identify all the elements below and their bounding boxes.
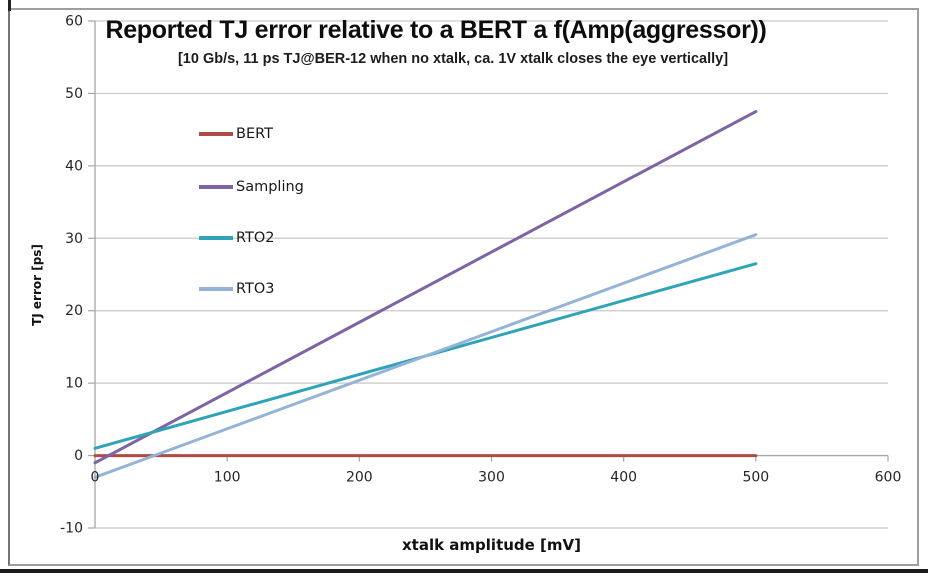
legend-item-rto3: RTO3 bbox=[199, 280, 275, 298]
legend-label: BERT bbox=[236, 126, 273, 142]
legend-swatch-rto2 bbox=[199, 236, 233, 240]
series-line-sampling bbox=[93, 110, 758, 465]
x-tick-label: 600 bbox=[875, 470, 902, 486]
x-tick-label: 200 bbox=[346, 470, 373, 486]
legend-item-bert: BERT bbox=[199, 125, 273, 143]
chart-subtitle: [10 Gb/s, 11 ps TJ@BER-12 when no xtalk,… bbox=[177, 51, 729, 67]
x-tick-label: 500 bbox=[742, 470, 769, 486]
x-tick-label: 300 bbox=[478, 470, 505, 486]
x-tick-label: 400 bbox=[610, 470, 637, 486]
x-tick-label: 100 bbox=[214, 470, 241, 486]
chart-title: Reported TJ error relative to a BERT a f… bbox=[105, 16, 767, 44]
legend-item-rto2: RTO2 bbox=[199, 229, 275, 247]
top-left-edge-line bbox=[8, 0, 11, 11]
series-line-rto3 bbox=[93, 233, 758, 479]
y-tick-label: 30 bbox=[65, 231, 83, 247]
legend-label: RTO2 bbox=[236, 230, 275, 246]
y-tick-label: 40 bbox=[65, 158, 83, 174]
y-tick-label: -10 bbox=[60, 521, 83, 537]
x-tick-label: 0 bbox=[91, 470, 100, 486]
legend-label: Sampling bbox=[236, 179, 304, 195]
y-tick-label: 0 bbox=[74, 448, 83, 464]
y-tick-label: 20 bbox=[65, 303, 83, 319]
bottom-edge-line bbox=[0, 569, 928, 573]
y-tick-label: 60 bbox=[65, 14, 83, 30]
x-axis-title: xtalk amplitude [mV] bbox=[401, 536, 581, 554]
legend-swatch-bert bbox=[199, 132, 233, 136]
legend-swatch-rto3 bbox=[199, 287, 233, 291]
y-axis-title-text: TJ error [ps] bbox=[30, 244, 44, 326]
legend-item-sampling: Sampling bbox=[199, 178, 304, 196]
y-tick-label: 50 bbox=[65, 86, 83, 102]
legend-swatch-sampling bbox=[199, 185, 233, 189]
chart-border-frame bbox=[8, 8, 919, 566]
legend-label: RTO3 bbox=[236, 281, 275, 297]
y-tick-label: 10 bbox=[65, 376, 83, 392]
